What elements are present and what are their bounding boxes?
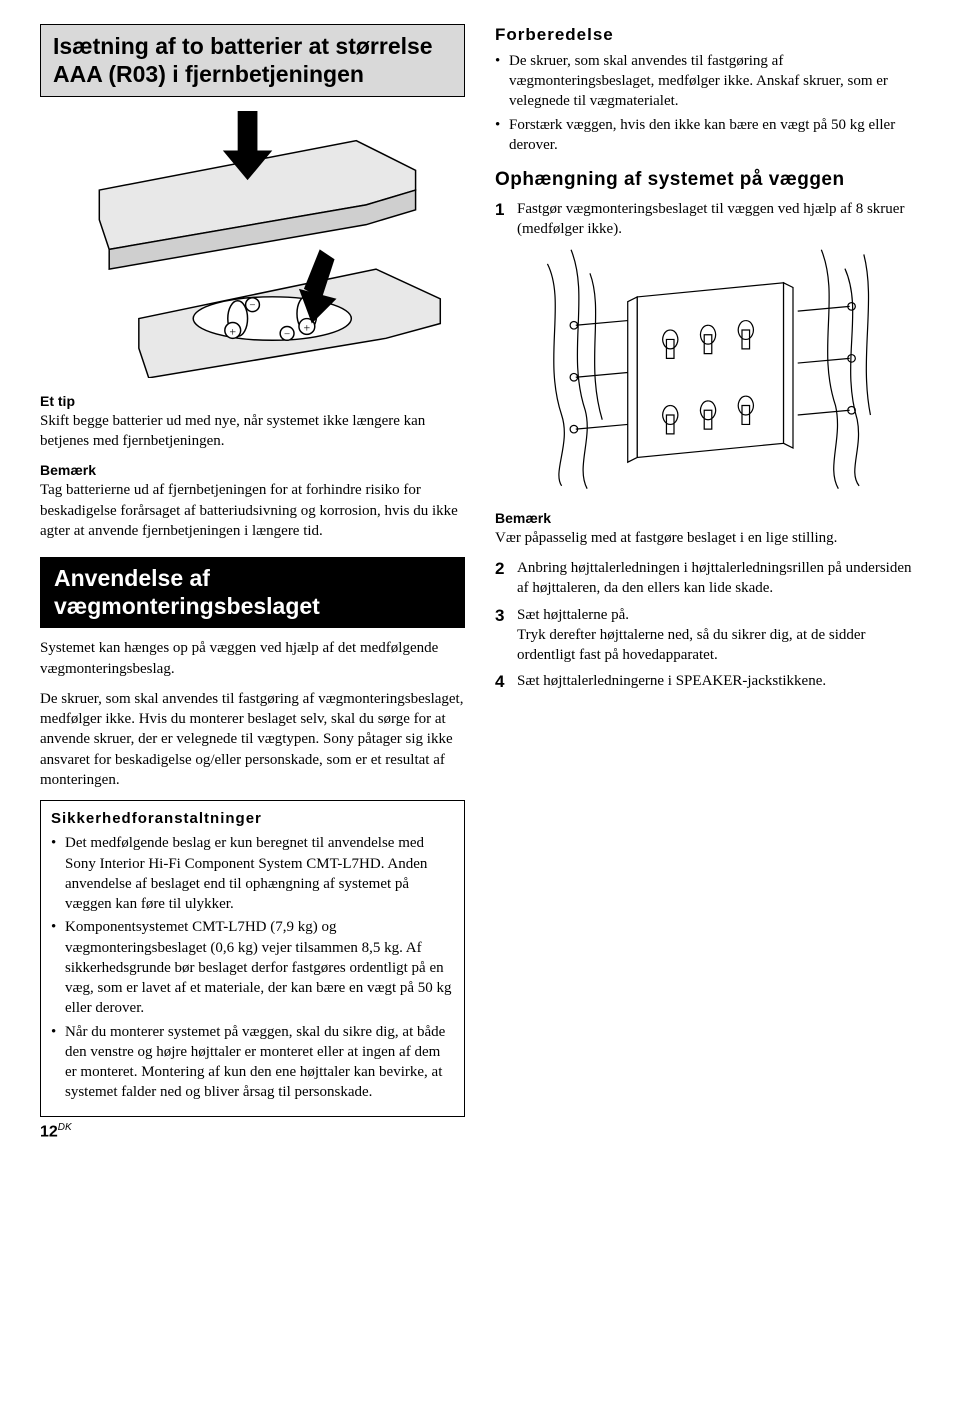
svg-text:−: − <box>249 300 255 312</box>
hang-heading: Ophængning af systemet på væggen <box>495 167 920 193</box>
svg-text:+: + <box>304 321 311 335</box>
svg-text:+: + <box>229 325 236 339</box>
note-label-right: Bemærk <box>495 509 920 528</box>
battery-illustration: + + − − <box>40 111 465 378</box>
wallmount-para1: Systemet kan hænges op på væggen ved hjæ… <box>40 638 465 679</box>
safety-item-1: Det medfølgende beslag er kun beregnet t… <box>51 833 454 914</box>
step-1: 1 Fastgør vægmonteringsbeslaget til vægg… <box>495 199 920 240</box>
safety-box: Sikkerhedforanstaltninger Det medfølgend… <box>40 800 465 1117</box>
step-3-text-b: Tryk derefter højttalerne ned, så du sik… <box>517 627 866 663</box>
step-3: 3 Sæt højttalerne på. Tryk derefter højt… <box>495 605 920 666</box>
left-column: Isætning af to batterier at størrelse AA… <box>40 24 465 1117</box>
note-text-left: Tag batterierne ud af fjernbetjeningen f… <box>40 480 465 541</box>
prep-list: De skruer, som skal anvendes til fastgør… <box>495 51 920 155</box>
right-column: Forberedelse De skruer, som skal anvende… <box>495 24 920 1117</box>
step-4: 4 Sæt højttalerledningerne i SPEAKER-jac… <box>495 671 920 694</box>
step-2-number: 2 <box>495 558 511 599</box>
step-4-text: Sæt højttalerledningerne i SPEAKER-jacks… <box>517 671 920 694</box>
step-1-number: 1 <box>495 199 511 240</box>
step-3-number: 3 <box>495 605 511 666</box>
page-number-value: 12 <box>40 1123 58 1140</box>
step-2-text: Anbring højttalerledningen i højttalerle… <box>517 558 920 599</box>
prep-item-2: Forstærk væggen, hvis den ikke kan bære … <box>495 115 920 156</box>
tip-text: Skift begge batterier ud med nye, når sy… <box>40 411 465 452</box>
wallmount-para2: De skruer, som skal anvendes til fastgør… <box>40 689 465 790</box>
bracket-illustration <box>538 245 878 491</box>
step-3-body: Sæt højttalerne på. Tryk derefter højtta… <box>517 605 920 666</box>
page-number: 12DK <box>40 1121 920 1143</box>
safety-item-2: Komponentsystemet CMT-L7HD (7,9 kg) og v… <box>51 917 454 1018</box>
step-4-number: 4 <box>495 671 511 694</box>
safety-list: Det medfølgende beslag er kun beregnet t… <box>51 833 454 1102</box>
note-text-right: Vær påpasselig med at fastgøre beslaget … <box>495 528 920 548</box>
svg-text:−: − <box>284 329 290 341</box>
section-title-wallmount: Anvendelse af vægmonteringsbeslaget <box>40 557 465 628</box>
section-title-battery: Isætning af to batterier at størrelse AA… <box>40 24 465 97</box>
step-2: 2 Anbring højttalerledningen i højttaler… <box>495 558 920 599</box>
title-wallmount-text: Anvendelse af vægmonteringsbeslaget <box>54 565 451 620</box>
two-column-layout: Isætning af to batterier at størrelse AA… <box>40 24 920 1117</box>
tip-label: Et tip <box>40 392 465 411</box>
note-label-left: Bemærk <box>40 461 465 480</box>
step-3-text-a: Sæt højttalerne på. <box>517 607 629 623</box>
safety-heading: Sikkerhedforanstaltninger <box>51 809 454 829</box>
prep-item-1: De skruer, som skal anvendes til fastgør… <box>495 51 920 112</box>
page-lang: DK <box>58 1122 72 1133</box>
safety-item-3: Når du monterer systemet på væggen, skal… <box>51 1022 454 1103</box>
prep-heading: Forberedelse <box>495 24 920 47</box>
title-battery-text: Isætning af to batterier at størrelse AA… <box>53 33 452 88</box>
step-1-text: Fastgør vægmonteringsbeslaget til væggen… <box>517 199 920 240</box>
